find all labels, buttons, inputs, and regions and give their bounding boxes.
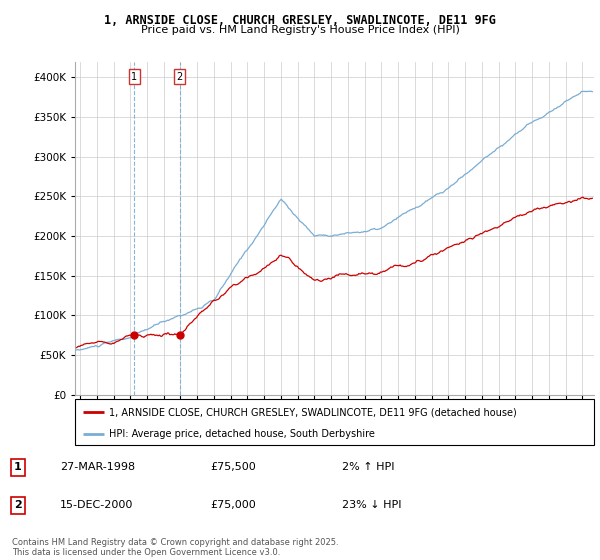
Text: 2: 2: [176, 72, 183, 82]
Text: 27-MAR-1998: 27-MAR-1998: [60, 463, 135, 473]
Text: Contains HM Land Registry data © Crown copyright and database right 2025.
This d: Contains HM Land Registry data © Crown c…: [12, 538, 338, 557]
Text: 23% ↓ HPI: 23% ↓ HPI: [342, 500, 401, 510]
Text: £75,000: £75,000: [210, 500, 256, 510]
Text: £75,500: £75,500: [210, 463, 256, 473]
Text: 2% ↑ HPI: 2% ↑ HPI: [342, 463, 395, 473]
Text: 1: 1: [14, 463, 22, 473]
Text: 2: 2: [14, 500, 22, 510]
Text: 1: 1: [131, 72, 137, 82]
Text: HPI: Average price, detached house, South Derbyshire: HPI: Average price, detached house, Sout…: [109, 429, 374, 438]
Text: 15-DEC-2000: 15-DEC-2000: [60, 500, 133, 510]
Text: 1, ARNSIDE CLOSE, CHURCH GRESLEY, SWADLINCOTE, DE11 9FG: 1, ARNSIDE CLOSE, CHURCH GRESLEY, SWADLI…: [104, 14, 496, 27]
Text: 1, ARNSIDE CLOSE, CHURCH GRESLEY, SWADLINCOTE, DE11 9FG (detached house): 1, ARNSIDE CLOSE, CHURCH GRESLEY, SWADLI…: [109, 407, 517, 417]
Text: Price paid vs. HM Land Registry's House Price Index (HPI): Price paid vs. HM Land Registry's House …: [140, 25, 460, 35]
